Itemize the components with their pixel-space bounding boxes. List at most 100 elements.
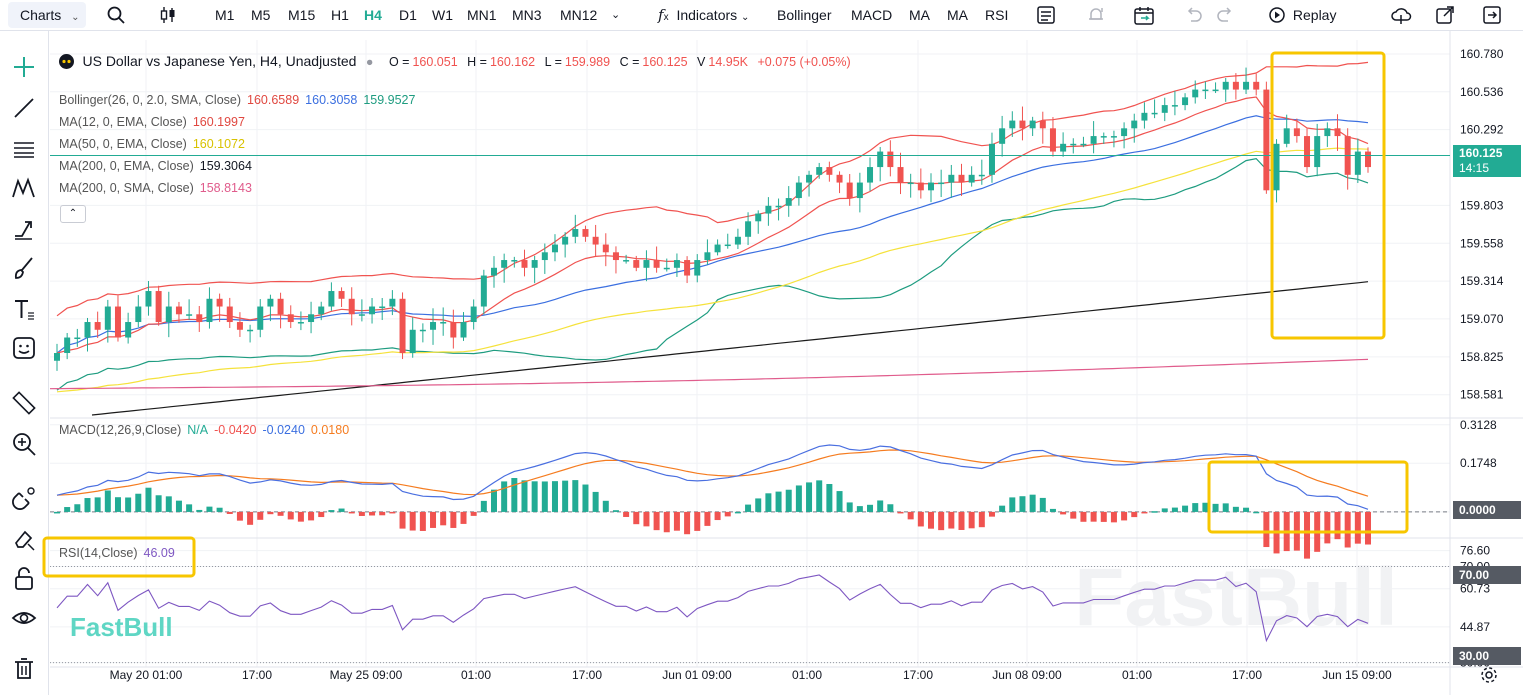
crosshair-icon[interactable] bbox=[10, 53, 38, 81]
horizontal-lines-icon[interactable] bbox=[10, 134, 38, 162]
template-icon[interactable] bbox=[1036, 5, 1056, 25]
bollinger-upper: 160.6589 bbox=[247, 93, 300, 107]
quick-indicator-rsi[interactable]: RSI bbox=[985, 7, 1009, 23]
candle-body bbox=[948, 174, 955, 183]
ma200e-legend[interactable]: MA(200, 0, EMA, Close) 159.3064 bbox=[59, 159, 258, 173]
candle-body bbox=[196, 314, 203, 323]
price-tick-label: 159.803 bbox=[1460, 198, 1504, 212]
time-tick-label: 01:00 bbox=[461, 668, 491, 682]
candle-body bbox=[897, 167, 904, 183]
candle-body bbox=[1121, 128, 1128, 137]
timeframe-m15[interactable]: M15 bbox=[288, 7, 316, 23]
emoji-icon[interactable] bbox=[10, 334, 38, 362]
arrow-icon[interactable] bbox=[10, 214, 38, 242]
candle-body bbox=[1232, 81, 1239, 90]
macd-legend[interactable]: MACD(12,26,9,Close) N/A -0.0420 -0.0240 0.01… bbox=[59, 423, 355, 437]
candle-body bbox=[1090, 136, 1097, 144]
trend-line-icon[interactable] bbox=[10, 94, 38, 122]
bollinger-legend[interactable]: Bollinger(26, 0, 2.0, SMA, Close) 160.658… bbox=[59, 93, 421, 107]
macd-histogram-bar bbox=[64, 507, 71, 512]
macd-histogram-bar bbox=[745, 504, 752, 512]
timeframe-w1[interactable]: W1 bbox=[432, 7, 453, 23]
macd-histogram-bar bbox=[775, 491, 782, 512]
candle-body bbox=[1192, 89, 1199, 98]
macd-histogram-bar bbox=[135, 493, 142, 512]
macd-histogram-bar bbox=[928, 511, 934, 529]
candle-body bbox=[755, 213, 762, 222]
quick-indicator-ma[interactable]: MA bbox=[909, 7, 930, 23]
timeframe-chevron-icon[interactable]: ⌄ bbox=[611, 9, 621, 21]
redo-icon[interactable] bbox=[1215, 5, 1235, 25]
macd-histogram-bar bbox=[186, 504, 193, 512]
timeframe-mn3[interactable]: MN3 bbox=[512, 7, 542, 23]
timeframe-mn1[interactable]: MN1 bbox=[467, 7, 497, 23]
timeframe-d1[interactable]: D1 bbox=[399, 7, 417, 23]
candle-body bbox=[1324, 128, 1331, 137]
replay-button[interactable]: Replay bbox=[1268, 0, 1336, 30]
candle-body bbox=[1273, 143, 1280, 191]
timeframe-h1[interactable]: H1 bbox=[331, 7, 349, 23]
candle-type-icon[interactable] bbox=[158, 5, 178, 25]
current-price: 160.125 bbox=[1459, 146, 1503, 160]
cloud-icon[interactable] bbox=[1390, 5, 1412, 25]
settings-gear-icon[interactable] bbox=[1480, 666, 1498, 684]
macd-histogram-bar bbox=[988, 511, 995, 517]
macd-histogram-bar bbox=[1131, 511, 1138, 518]
undo-icon[interactable] bbox=[1184, 5, 1204, 25]
rsi-legend[interactable]: RSI(14,Close) 46.09 bbox=[59, 546, 181, 560]
text-icon[interactable] bbox=[10, 295, 38, 323]
brush-icon[interactable] bbox=[10, 254, 38, 282]
collapse-legend-button[interactable]: ⌃ bbox=[60, 205, 86, 223]
charts-dropdown[interactable]: Charts ⌄ bbox=[8, 2, 86, 28]
candle-body bbox=[846, 182, 853, 199]
chevron-down-icon: ⌄ bbox=[741, 12, 750, 23]
candle-body bbox=[562, 236, 569, 245]
macd-histogram-bar bbox=[867, 504, 874, 512]
ma200e-value: 159.3064 bbox=[199, 159, 252, 173]
eye-icon[interactable] bbox=[10, 604, 38, 632]
search-icon[interactable] bbox=[106, 5, 126, 25]
snapshot-icon[interactable] bbox=[1435, 5, 1455, 25]
candle-body bbox=[724, 244, 731, 247]
fullscreen-exit-icon[interactable] bbox=[1482, 5, 1502, 25]
magnet-icon[interactable] bbox=[10, 484, 38, 512]
timeframe-m5[interactable]: M5 bbox=[251, 7, 271, 23]
macd-histogram-bar bbox=[480, 500, 487, 512]
ma200s-label: MA(200, 0, SMA, Close) bbox=[59, 181, 194, 195]
price-tick-label: 160.536 bbox=[1460, 85, 1504, 99]
ma200s-legend[interactable]: MA(200, 0, SMA, Close) 158.8143 bbox=[59, 181, 258, 195]
zoom-in-icon[interactable] bbox=[10, 430, 38, 458]
macd-histogram-bar bbox=[511, 478, 518, 512]
quick-indicator-macd[interactable]: MACD bbox=[851, 7, 893, 23]
ma50-value: 160.1072 bbox=[192, 137, 245, 151]
quick-indicator-bollinger[interactable]: Bollinger bbox=[777, 7, 832, 23]
timeframe-mn12[interactable]: MN12 bbox=[560, 7, 598, 23]
bollinger-label: Bollinger(26, 0, 2.0, SMA, Close) bbox=[59, 93, 242, 107]
lock-icon[interactable] bbox=[10, 564, 38, 592]
alert-icon[interactable] bbox=[1086, 5, 1106, 25]
timeframe-m1[interactable]: M1 bbox=[215, 7, 235, 23]
macd-histogram-bar bbox=[379, 511, 386, 516]
timeframe-h4[interactable]: H4 bbox=[364, 7, 382, 23]
candle-body bbox=[1283, 128, 1290, 144]
macd-histogram-bar bbox=[1121, 511, 1128, 521]
ruler-icon[interactable] bbox=[10, 389, 38, 417]
ma12-legend[interactable]: MA(12, 0, EMA, Close) 160.1997 bbox=[59, 115, 251, 129]
calendar-icon[interactable] bbox=[1133, 5, 1155, 25]
quick-indicator-ma-2[interactable]: MA bbox=[947, 7, 968, 23]
candle-body bbox=[1080, 143, 1087, 146]
candle-body bbox=[1151, 112, 1158, 115]
current-price-tag: 160.125 14:15 bbox=[1453, 145, 1521, 177]
macd-histogram-bar bbox=[277, 511, 284, 516]
ma50-legend[interactable]: MA(50, 0, EMA, Close) 160.1072 bbox=[59, 137, 251, 151]
macd-histogram-bar bbox=[887, 504, 894, 512]
indicators-button[interactable]: fx Indicators ⌄ bbox=[658, 6, 750, 24]
close-label: C = bbox=[619, 55, 640, 69]
time-tick-label: 17:00 bbox=[572, 668, 602, 682]
candle-body bbox=[1222, 81, 1229, 90]
eraser-icon[interactable] bbox=[10, 524, 38, 552]
pattern-icon[interactable] bbox=[10, 174, 38, 202]
trash-icon[interactable] bbox=[10, 654, 38, 682]
macd-histogram-bar bbox=[1019, 496, 1026, 512]
